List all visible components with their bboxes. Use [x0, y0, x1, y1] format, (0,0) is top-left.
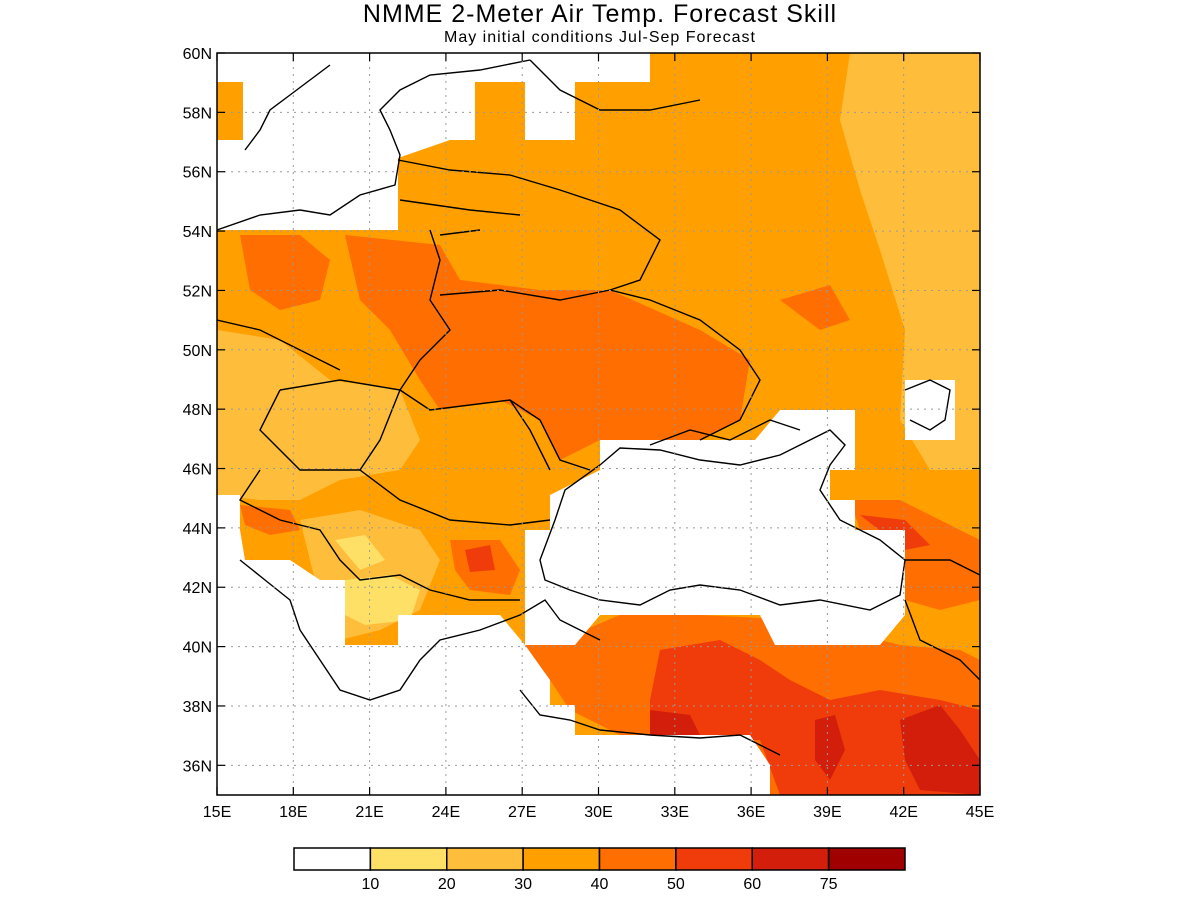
- colorbar-label: 60: [743, 876, 761, 893]
- sweden-coast: [244, 64, 331, 151]
- axis-labels: 15E 18E 21E 24E 27E 30E 33E 36E 39E 42E 45E 60N 58N 5…: [183, 46, 995, 821]
- colorbar-swatch: [369, 847, 448, 871]
- axis-ticks: [216, 52, 981, 795]
- azov-coast: [649, 419, 801, 446]
- colorbar-swatch: [751, 847, 830, 871]
- country-borders: [217, 59, 980, 681]
- colorbar-swatch: [598, 847, 677, 871]
- aegean-coast: [239, 559, 601, 701]
- fill-75-se: [900, 705, 980, 795]
- lat-label: 54N: [183, 224, 212, 241]
- fill-60-turkey: [650, 640, 980, 795]
- lon-label: 39E: [813, 804, 841, 821]
- colorbar-label: 40: [591, 876, 609, 893]
- lon-label: 45E: [966, 804, 994, 821]
- lat-label: 38N: [183, 699, 212, 716]
- mask-adriatic: [217, 495, 240, 530]
- border-hungary: [259, 379, 401, 471]
- colorbar-swatch: [446, 847, 524, 871]
- border-moldova: [509, 399, 551, 471]
- mask-caspian: [905, 380, 955, 440]
- border-belarus-ukraine: [439, 289, 611, 301]
- lat-label: 60N: [183, 46, 212, 63]
- lon-label: 15E: [203, 804, 231, 821]
- turkey-south-coast: [519, 689, 781, 756]
- border-czech: [217, 319, 341, 371]
- border-ukraine-russia: [609, 289, 761, 441]
- colorbar-swatch: [675, 847, 753, 871]
- lon-label: 24E: [432, 804, 460, 821]
- lat-label: 44N: [183, 521, 212, 538]
- caspian-coast: [904, 379, 951, 431]
- colorbar-label: 75: [820, 876, 838, 893]
- border-romania: [359, 389, 551, 526]
- mask-nordic: [217, 53, 650, 230]
- colorbar-swatch: [827, 847, 906, 871]
- chart-title: NMME 2-Meter Air Temp. Forecast Skill: [362, 0, 838, 28]
- fill-50-poland: [240, 235, 330, 310]
- lon-label: 33E: [661, 804, 689, 821]
- lat-label: 58N: [183, 105, 212, 122]
- lat-label: 42N: [183, 580, 212, 597]
- border-baltics: [397, 159, 521, 236]
- black-sea-coast: [539, 429, 906, 611]
- lon-label: 42E: [889, 804, 917, 821]
- lat-label: 40N: [183, 640, 212, 657]
- colorbar-swatch: [293, 847, 372, 871]
- colorbar-label: 20: [438, 876, 456, 893]
- lon-label: 30E: [584, 804, 612, 821]
- fill-30-west: [217, 330, 420, 500]
- border-poland-belarus: [419, 229, 451, 361]
- fill-50-croatia: [240, 505, 300, 535]
- chart-subtitle: May initial conditions Jul-Sep Forecast: [443, 29, 756, 46]
- lon-label: 27E: [508, 804, 536, 821]
- colorbar-label: 30: [514, 876, 532, 893]
- mask-nordic-nw: [217, 82, 243, 140]
- coastlines: [217, 59, 951, 756]
- fill-20-macedonia: [345, 575, 420, 625]
- lat-label: 46N: [183, 462, 212, 479]
- fill-60-romania: [465, 545, 495, 572]
- lat-label: 52N: [183, 283, 212, 300]
- colorbar-swatch: [522, 847, 601, 871]
- border-finland: [529, 59, 701, 111]
- baltic-coast: [217, 59, 531, 231]
- fill-50-east: [780, 285, 850, 330]
- lon-label: 21E: [355, 804, 383, 821]
- border-belarus-russia: [509, 174, 661, 291]
- lon-label: 18E: [279, 804, 307, 821]
- lat-label: 50N: [183, 343, 212, 360]
- colorbar-label: 10: [361, 876, 379, 893]
- fill-20-serbia: [335, 535, 385, 570]
- border-turkey-east: [904, 559, 980, 681]
- lat-label: 56N: [183, 165, 212, 182]
- mask-aegean: [217, 530, 770, 795]
- lon-label: 36E: [737, 804, 765, 821]
- fill-75-sw: [650, 710, 700, 735]
- colorbar-label: 50: [667, 876, 685, 893]
- border-balkans: [238, 469, 520, 601]
- fill-75-sc: [815, 715, 845, 780]
- lat-label: 48N: [183, 402, 212, 419]
- lat-label: 36N: [183, 758, 212, 775]
- fill-30-east: [840, 53, 980, 470]
- colorbar: 10 20 30 40 50 60 75: [293, 847, 906, 893]
